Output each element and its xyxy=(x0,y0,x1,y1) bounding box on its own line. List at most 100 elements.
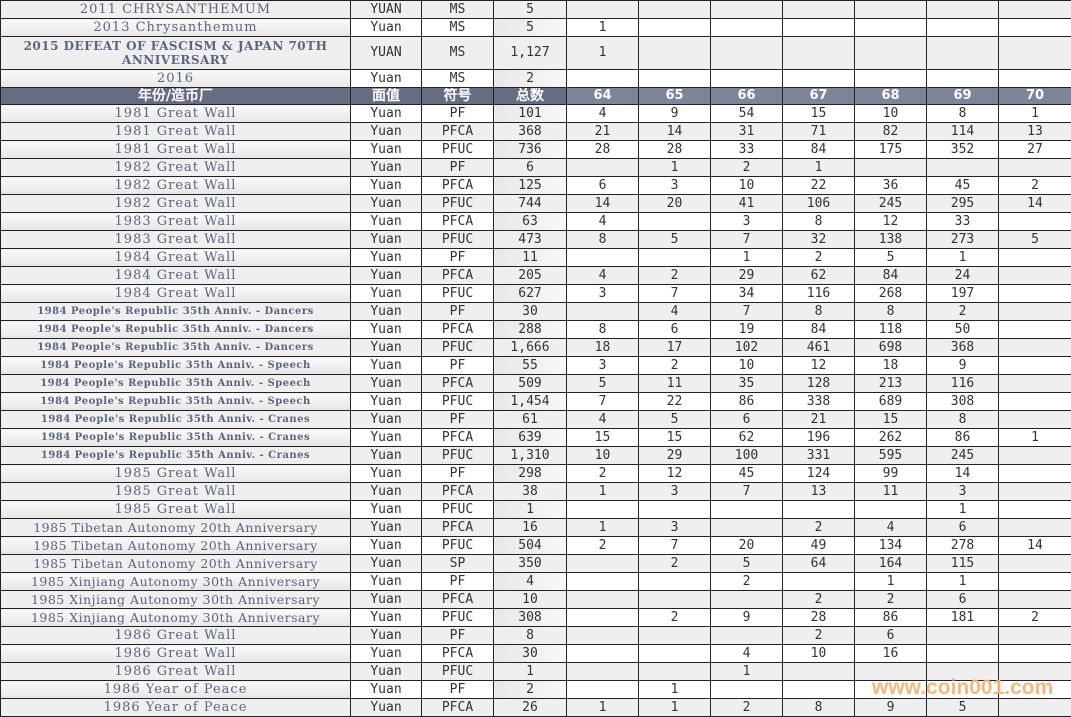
column-header[interactable]: 65 xyxy=(639,88,711,105)
cell[interactable]: 9 xyxy=(711,609,783,627)
cell[interactable]: 45 xyxy=(927,177,999,195)
cell[interactable]: Yuan xyxy=(351,447,422,465)
total-cell[interactable]: 744 xyxy=(494,195,567,213)
cell[interactable]: 4 xyxy=(855,519,927,537)
total-cell[interactable]: 509 xyxy=(494,375,567,393)
cell[interactable]: PFCA xyxy=(422,429,494,447)
total-cell[interactable]: 30 xyxy=(494,303,567,321)
cell[interactable]: 164 xyxy=(855,555,927,573)
cell[interactable]: PF xyxy=(422,357,494,375)
cell[interactable]: 84 xyxy=(783,321,855,339)
cell[interactable]: PFCA xyxy=(422,213,494,231)
cell[interactable]: 8 xyxy=(855,303,927,321)
name-cell[interactable]: 1984 People's Republic 35th Anniv. - Spe… xyxy=(1,357,351,375)
cell[interactable]: 273 xyxy=(927,231,999,249)
cell[interactable]: Yuan xyxy=(351,70,422,88)
cell[interactable]: 5 xyxy=(927,699,999,717)
column-header[interactable]: 64 xyxy=(567,88,639,105)
cell[interactable]: 2 xyxy=(639,609,711,627)
cell[interactable]: PFUC xyxy=(422,339,494,357)
cell[interactable]: 17 xyxy=(639,339,711,357)
cell[interactable] xyxy=(855,1,927,19)
cell[interactable] xyxy=(783,37,855,70)
cell[interactable] xyxy=(927,37,999,70)
cell[interactable] xyxy=(783,681,855,699)
cell[interactable]: 11 xyxy=(855,483,927,501)
cell[interactable]: 1 xyxy=(567,37,639,70)
cell[interactable]: 138 xyxy=(855,231,927,249)
cell[interactable]: 82 xyxy=(855,123,927,141)
cell[interactable]: Yuan xyxy=(351,375,422,393)
cell[interactable]: 116 xyxy=(927,375,999,393)
cell[interactable]: 3 xyxy=(927,483,999,501)
total-cell[interactable]: 1,127 xyxy=(494,37,567,70)
cell[interactable]: 14 xyxy=(639,123,711,141)
name-cell[interactable]: 1986 Great Wall xyxy=(1,645,351,663)
cell[interactable]: 295 xyxy=(927,195,999,213)
cell[interactable]: Yuan xyxy=(351,483,422,501)
cell[interactable] xyxy=(999,591,1071,609)
cell[interactable]: PFCA xyxy=(422,321,494,339)
cell[interactable] xyxy=(999,519,1071,537)
cell[interactable]: 2 xyxy=(855,591,927,609)
cell[interactable] xyxy=(999,213,1071,231)
cell[interactable]: Yuan xyxy=(351,19,422,37)
name-cell[interactable]: 1985 Xinjiang Autonomy 30th Anniversary xyxy=(1,609,351,627)
cell[interactable]: 4 xyxy=(567,267,639,285)
cell[interactable] xyxy=(999,645,1071,663)
cell[interactable] xyxy=(711,681,783,699)
total-cell[interactable]: 61 xyxy=(494,411,567,429)
cell[interactable]: MS xyxy=(422,37,494,70)
cell[interactable]: 2 xyxy=(999,609,1071,627)
cell[interactable]: PF xyxy=(422,105,494,123)
cell[interactable]: Yuan xyxy=(351,123,422,141)
cell[interactable]: Yuan xyxy=(351,465,422,483)
cell[interactable]: 4 xyxy=(711,645,783,663)
column-header[interactable]: 符号 xyxy=(422,88,494,105)
cell[interactable]: PFCA xyxy=(422,645,494,663)
cell[interactable]: 2 xyxy=(711,699,783,717)
cell[interactable]: 13 xyxy=(999,123,1071,141)
cell[interactable]: Yuan xyxy=(351,699,422,717)
cell[interactable]: 3 xyxy=(711,213,783,231)
cell[interactable]: PF xyxy=(422,303,494,321)
name-cell[interactable]: 2015 DEFEAT OF FASCISM & JAPAN 70TH ANNI… xyxy=(1,37,351,70)
cell[interactable] xyxy=(639,645,711,663)
cell[interactable] xyxy=(999,699,1071,717)
cell[interactable] xyxy=(999,573,1071,591)
cell[interactable]: Yuan xyxy=(351,393,422,411)
cell[interactable]: 36 xyxy=(855,177,927,195)
name-cell[interactable]: 1984 Great Wall xyxy=(1,267,351,285)
cell[interactable]: 9 xyxy=(639,105,711,123)
column-header[interactable]: 69 xyxy=(927,88,999,105)
cell[interactable] xyxy=(639,591,711,609)
cell[interactable]: PFUC xyxy=(422,501,494,519)
cell[interactable]: 3 xyxy=(639,177,711,195)
total-cell[interactable]: 639 xyxy=(494,429,567,447)
cell[interactable] xyxy=(855,159,927,177)
cell[interactable]: Yuan xyxy=(351,321,422,339)
cell[interactable]: 20 xyxy=(639,195,711,213)
cell[interactable] xyxy=(711,501,783,519)
cell[interactable]: 115 xyxy=(927,555,999,573)
cell[interactable]: 8 xyxy=(783,213,855,231)
cell[interactable]: PF xyxy=(422,249,494,267)
cell[interactable]: Yuan xyxy=(351,411,422,429)
total-cell[interactable]: 288 xyxy=(494,321,567,339)
cell[interactable]: 698 xyxy=(855,339,927,357)
cell[interactable]: PF xyxy=(422,465,494,483)
cell[interactable] xyxy=(999,447,1071,465)
cell[interactable]: 27 xyxy=(999,141,1071,159)
cell[interactable] xyxy=(783,573,855,591)
name-cell[interactable]: 2016 xyxy=(1,70,351,88)
name-cell[interactable]: 1986 Year of Peace xyxy=(1,699,351,717)
cell[interactable]: 24 xyxy=(927,267,999,285)
cell[interactable] xyxy=(783,1,855,19)
cell[interactable]: PFCA xyxy=(422,483,494,501)
cell[interactable]: Yuan xyxy=(351,177,422,195)
name-cell[interactable]: 1986 Great Wall xyxy=(1,627,351,645)
cell[interactable]: MS xyxy=(422,19,494,37)
cell[interactable]: 338 xyxy=(783,393,855,411)
cell[interactable]: 6 xyxy=(927,519,999,537)
cell[interactable] xyxy=(639,37,711,70)
